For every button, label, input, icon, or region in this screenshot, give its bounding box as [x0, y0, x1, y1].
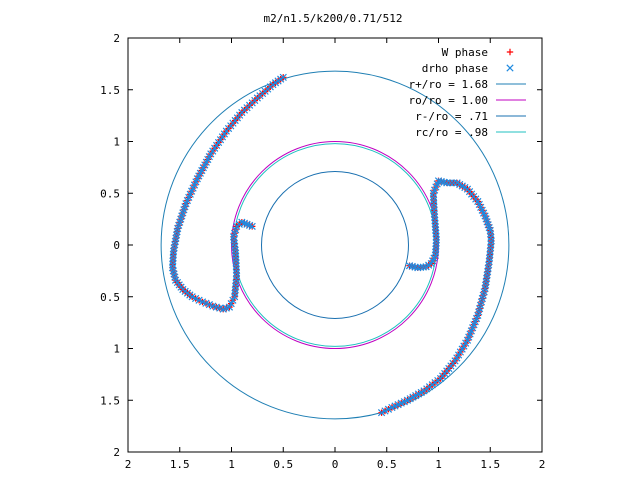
point-s1-arm0-106	[232, 252, 240, 261]
point-s1-arm1-113	[432, 245, 440, 253]
point-s1-arm1-2	[384, 405, 393, 413]
point-s1-arm0-81	[191, 294, 200, 303]
point-s1-arm0-80	[188, 293, 196, 301]
x-tick-label-7: 1.5	[480, 458, 500, 471]
y-tick-label-2: 1	[113, 136, 120, 149]
point-s1-arm1-112	[432, 242, 440, 250]
x-tick-label-1: 1.5	[170, 458, 190, 471]
point-s1-arm0-82	[195, 296, 203, 304]
y-tick-label-8: 2	[113, 446, 120, 459]
y-tick-label-7: 1.5	[100, 394, 120, 407]
circle-series-layer	[160, 70, 510, 420]
circle-series-0	[160, 70, 510, 420]
y-tick-label-3: 0.5	[100, 187, 120, 200]
phase-points-layer	[168, 73, 495, 417]
point-s1-arm0-105	[232, 256, 240, 264]
point-s1-arm1-122	[416, 263, 425, 272]
legend-label-3: ro/ro = 1.00	[409, 94, 488, 107]
legend-marker-1	[506, 64, 514, 72]
point-s1-arm1-110	[432, 236, 441, 244]
legend-label-1: drho phase	[422, 62, 488, 75]
x-tick-label-8: 2	[539, 458, 546, 471]
point-s1-arm1-114	[431, 248, 440, 256]
y-tick-label-0: 2	[113, 32, 120, 45]
circle-series-2	[261, 171, 409, 319]
circle-series-3	[233, 143, 437, 347]
x-tick-label-3: 0.5	[273, 458, 293, 471]
point-s1-arm0-100	[233, 272, 241, 280]
x-tick-label-6: 1	[435, 458, 442, 471]
point-s1-arm0-92	[227, 300, 235, 308]
point-s1-arm1-1	[381, 407, 389, 415]
legend-label-4: r-/ro = .71	[415, 110, 488, 123]
circle-series-1	[231, 141, 439, 349]
chart-title: m2/n1.5/k200/0.71/512	[263, 12, 402, 25]
legend-marker-0	[506, 48, 514, 56]
point-s1-arm0-101	[232, 269, 241, 277]
y-tick-label-4: 0	[113, 239, 120, 252]
point-s1-arm1-126	[405, 262, 414, 270]
point-s1-arm0-121	[248, 222, 256, 230]
point-s1-arm0-104	[232, 259, 240, 267]
legend-label-5: rc/ro = .98	[415, 126, 488, 139]
point-s1-arm0-93	[229, 296, 237, 304]
y-tick-label-1: 1.5	[100, 84, 120, 97]
point-s1-arm0-91	[225, 303, 234, 311]
point-s1-arm1-111	[432, 239, 440, 247]
x-tick-label-5: 0.5	[377, 458, 397, 471]
y-tick-label-6: 1	[113, 343, 120, 356]
point-s1-arm0-103	[232, 262, 240, 270]
x-tick-label-2: 1	[228, 458, 235, 471]
legend-label-2: r+/ro = 1.68	[409, 78, 488, 91]
legend-label-0: W phase	[442, 46, 488, 59]
axis-ticks-layer: 2 1.5 1 0.5 0 0.5 1 1.5 221.510.500.511.52	[100, 32, 545, 471]
point-s1-arm0-102	[232, 265, 241, 274]
y-tick-label-5: 0.5	[100, 291, 120, 304]
x-tick-label-0: 2	[125, 458, 132, 471]
point-s1-arm1-0	[377, 409, 386, 417]
legend: W phase drho phase r+/ro = 1.68 ro/ro = 1.0…	[409, 46, 526, 139]
x-tick-label-4: 0	[332, 458, 339, 471]
